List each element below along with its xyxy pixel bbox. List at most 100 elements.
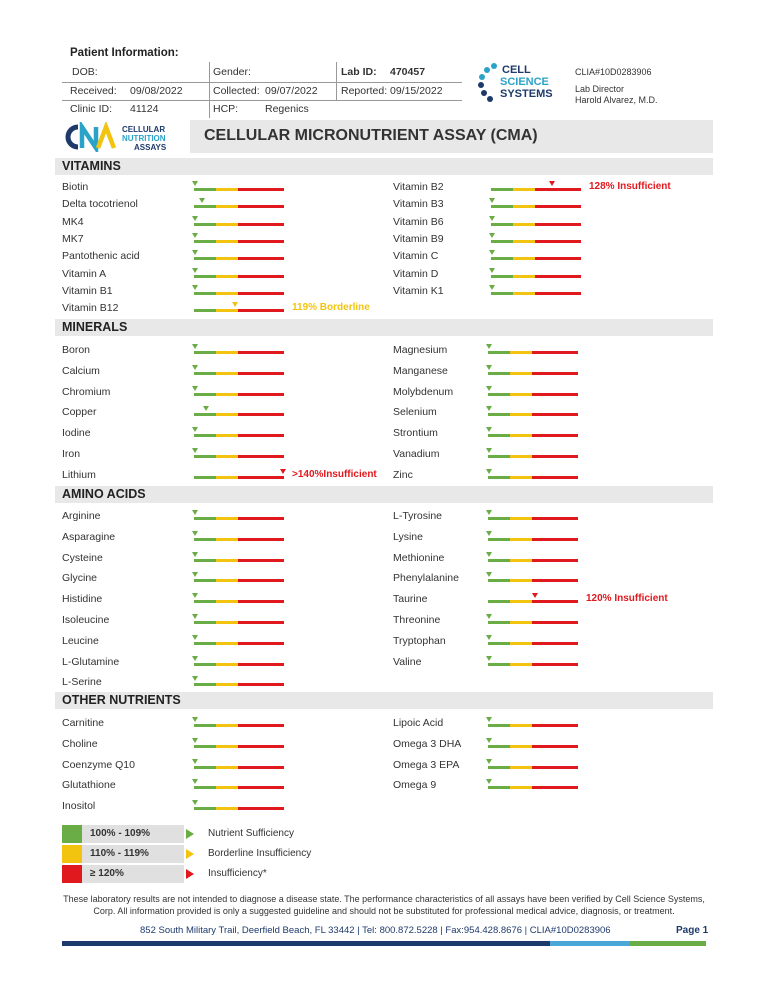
nutrient-name: Vitamin B3 bbox=[393, 198, 444, 211]
insufficient-segment bbox=[532, 455, 578, 458]
nutrient-range-bar bbox=[486, 655, 578, 668]
nutrient-range-bar bbox=[489, 232, 581, 245]
insufficient-segment bbox=[532, 537, 578, 541]
sufficient-segment bbox=[488, 600, 510, 604]
sufficient-segment bbox=[194, 621, 216, 624]
borderline-segment bbox=[216, 413, 238, 417]
nutrient-name: Glutathione bbox=[62, 779, 116, 792]
result-flag: >140%Insufficient bbox=[292, 468, 377, 480]
borderline-segment bbox=[510, 455, 532, 458]
section-title: AMINO ACIDS bbox=[62, 487, 146, 501]
legend-triangle-icon bbox=[186, 849, 194, 859]
insufficient-segment bbox=[238, 205, 284, 209]
sufficient-segment bbox=[194, 371, 216, 375]
level-marker-icon bbox=[192, 800, 198, 806]
level-marker-icon bbox=[199, 198, 206, 204]
borderline-segment bbox=[510, 558, 532, 562]
sufficient-segment bbox=[488, 455, 510, 458]
nutrient-range-bar bbox=[486, 385, 578, 398]
insufficient-segment bbox=[535, 222, 581, 226]
nutrient-name: Vitamin B2 bbox=[393, 181, 444, 193]
sufficient-segment bbox=[488, 786, 510, 790]
dob-label: DOB: bbox=[72, 66, 98, 78]
insufficient-segment bbox=[238, 239, 284, 243]
css-logo-line3: SYSTEMS bbox=[500, 88, 553, 100]
borderline-segment bbox=[510, 579, 532, 583]
nutrient-name: Omega 3 DHA bbox=[393, 737, 462, 750]
borderline-segment bbox=[216, 537, 238, 541]
page-number: Page 1 bbox=[676, 925, 709, 936]
nutrient-range-bar bbox=[192, 181, 284, 193]
nutrient-name: Histidine bbox=[62, 593, 103, 606]
sufficient-segment bbox=[194, 455, 216, 458]
nutrient-range-bar bbox=[192, 250, 284, 262]
sufficient-segment bbox=[488, 579, 510, 583]
borderline-segment bbox=[216, 351, 238, 354]
nutrient-name: Vitamin B9 bbox=[393, 232, 444, 245]
borderline-segment bbox=[216, 274, 238, 278]
sufficient-segment bbox=[491, 222, 513, 226]
nutrient-range-bar bbox=[192, 593, 284, 605]
sufficient-segment bbox=[488, 724, 510, 727]
cna-logo-line1: CELLULAR bbox=[122, 125, 166, 134]
level-marker-icon bbox=[192, 593, 198, 599]
insufficient-segment bbox=[532, 662, 578, 666]
insufficient-segment bbox=[238, 455, 284, 458]
sufficient-segment bbox=[194, 222, 216, 226]
borderline-segment bbox=[216, 621, 238, 624]
insufficient-segment bbox=[238, 786, 284, 790]
level-marker-icon bbox=[192, 717, 198, 722]
level-marker-icon bbox=[192, 344, 198, 349]
nutrient-name: L-Serine bbox=[62, 676, 102, 689]
nutrient-range-bar bbox=[192, 215, 284, 228]
borderline-segment bbox=[513, 274, 535, 278]
sufficient-segment bbox=[194, 239, 216, 243]
insufficient-segment bbox=[238, 274, 284, 278]
sufficient-segment bbox=[194, 257, 216, 261]
nutrient-range-bar bbox=[486, 427, 578, 439]
level-marker-icon bbox=[486, 364, 492, 370]
insufficient-segment bbox=[238, 371, 284, 375]
level-marker-icon bbox=[192, 215, 198, 221]
insufficient-segment bbox=[532, 744, 578, 748]
cna-logo: CELLULAR NUTRITION ASSAYS bbox=[62, 122, 182, 156]
sufficient-segment bbox=[488, 744, 510, 748]
sufficient-segment bbox=[194, 724, 216, 727]
level-marker-icon bbox=[486, 468, 492, 474]
borderline-segment bbox=[513, 239, 535, 243]
legend-triangle-icon bbox=[186, 869, 194, 879]
borderline-segment bbox=[216, 222, 238, 226]
insufficient-segment bbox=[535, 188, 581, 191]
nutrient-range-bar bbox=[192, 232, 284, 245]
section-header-other: OTHER NUTRIENTS bbox=[55, 692, 713, 709]
lab-director-name: Harold Alvarez, M.D. bbox=[575, 95, 658, 105]
borderline-segment bbox=[510, 434, 532, 438]
level-marker-icon bbox=[486, 572, 492, 578]
lab-id-value: 470457 bbox=[390, 66, 426, 78]
nutrient-range-bar bbox=[486, 737, 578, 750]
reported-label: Reported: bbox=[341, 85, 388, 97]
borderline-segment bbox=[216, 744, 238, 748]
legend-range: 100% - 109% bbox=[82, 825, 184, 843]
level-marker-icon bbox=[489, 232, 495, 238]
nutrient-name: Taurine bbox=[393, 593, 428, 606]
level-marker-icon bbox=[192, 364, 198, 370]
nutrient-name: Coenzyme Q10 bbox=[62, 758, 135, 771]
nutrient-name: Boron bbox=[62, 344, 91, 356]
sufficient-segment bbox=[491, 291, 513, 295]
level-marker-icon bbox=[192, 758, 198, 764]
header-rule-1 bbox=[62, 82, 462, 83]
insufficient-segment bbox=[535, 257, 581, 261]
nutrient-range-bar bbox=[192, 655, 284, 668]
sufficient-segment bbox=[194, 351, 216, 354]
sufficient-segment bbox=[488, 765, 510, 769]
sufficient-segment bbox=[491, 274, 513, 278]
insufficient-segment bbox=[532, 351, 578, 354]
sufficient-segment bbox=[488, 413, 510, 417]
sufficient-segment bbox=[491, 205, 513, 209]
nutrient-range-bar bbox=[192, 267, 284, 280]
nutrient-range-bar bbox=[486, 551, 578, 564]
clinic-id-value: 41124 bbox=[130, 103, 159, 115]
insufficient-segment bbox=[535, 205, 581, 209]
borderline-segment bbox=[216, 455, 238, 458]
